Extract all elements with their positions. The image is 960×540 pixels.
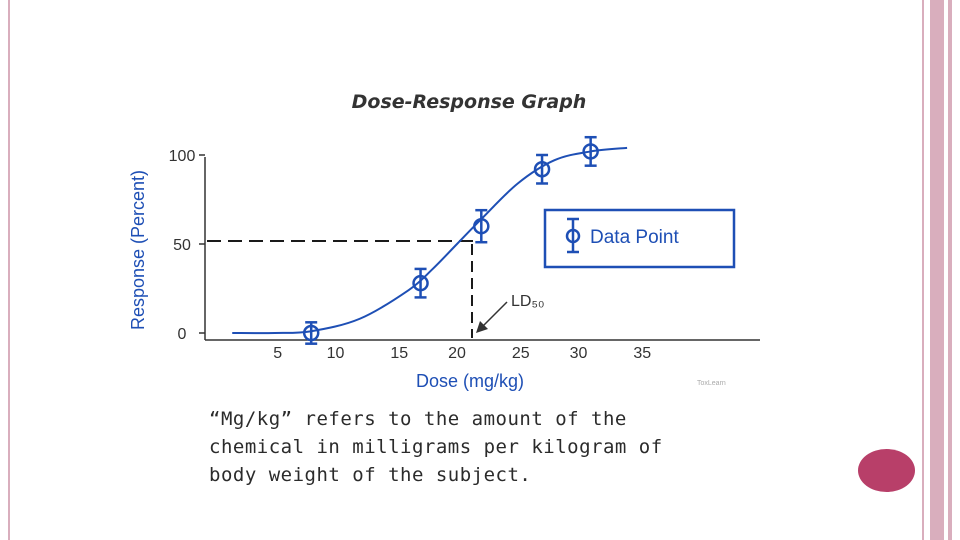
x-tick-label: 30 [570, 345, 588, 362]
credit-text: ToxLearn [697, 380, 726, 387]
x-tick-labels: 5 10 15 20 25 30 35 [273, 345, 651, 362]
x-tick-label: 35 [633, 345, 651, 362]
y-tick-labels: 0 50 100 [169, 148, 205, 343]
data-point [582, 135, 599, 167]
slide-frame-right [922, 0, 960, 540]
note-line: body weight of the subject. [209, 464, 532, 486]
mg-kg-note: “Mg/kg” refers to the amount of the chem… [209, 405, 769, 489]
x-tick-label: 5 [273, 345, 282, 362]
note-line: “Mg/kg” refers to the amount of the [209, 408, 627, 430]
data-point [302, 321, 320, 345]
note-line: chemical in milligrams per kilogram of [209, 436, 663, 458]
ld50-arrow-head [476, 321, 488, 333]
y-tick-label: 0 [178, 326, 187, 343]
slide-nav-button[interactable] [858, 449, 915, 492]
y-tick-label: 100 [169, 148, 196, 165]
ld50-arrow-shaft [482, 301, 508, 327]
data-point [412, 267, 429, 299]
data-points [302, 135, 599, 345]
slide-frame-left [8, 0, 10, 540]
data-point [533, 153, 551, 185]
x-tick-label: 25 [512, 345, 530, 362]
dose-response-curve [232, 146, 628, 335]
y-axis-label: Response (Percent) [128, 170, 148, 330]
x-tick-label: 10 [327, 345, 345, 362]
x-tick-label: 15 [390, 345, 408, 362]
x-axis-label: Dose (mg/kg) [416, 371, 524, 391]
ld50-label: LD₅₀ [511, 293, 545, 310]
y-tick-label: 50 [173, 237, 191, 254]
legend-marker [565, 217, 581, 254]
data-point [473, 208, 490, 244]
legend-label: Data Point [590, 227, 679, 248]
x-tick-label: 20 [448, 345, 466, 362]
chart-title: Dose-Response Graph [352, 91, 587, 113]
